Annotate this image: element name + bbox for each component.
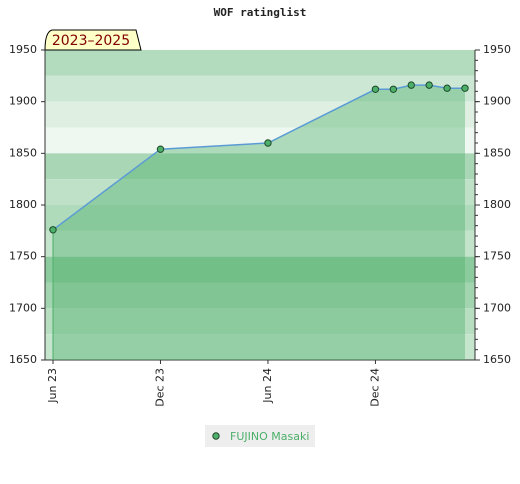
area [53,85,465,360]
stripe [45,282,475,309]
badge: 2023–2025 [52,33,130,49]
point [389,85,398,93]
stripe [45,179,475,205]
point [461,84,469,92]
point [156,145,165,153]
stripes [45,50,475,360]
stripe [45,230,475,257]
y2-tick-label: 1700 [483,301,511,314]
x-tick-label: Jun 23 [46,368,59,404]
badge-box [44,29,142,51]
y-tick-label: 1650 [9,353,37,366]
x-tick-label: Dec 23 [153,368,166,407]
stripe [45,153,475,180]
y2-tick-label: 1750 [483,250,511,263]
y-tick-label: 1850 [9,146,37,159]
stripe [45,334,475,360]
y-tick-label: 1750 [9,250,37,263]
stripe [45,256,475,283]
stripe [45,101,475,128]
chart-title: WOF ratinglist [214,6,307,19]
y-tick-label: 1950 [9,43,37,56]
point [443,84,451,92]
point [407,81,415,89]
y-tick-label: 1700 [9,301,37,314]
y2-tick-label: 1650 [483,353,511,366]
legend-marker [212,432,220,440]
point [49,226,57,234]
legend-label: FUJINO Masaki [230,430,309,443]
x-tick-label: Dec 24 [368,368,381,407]
point [264,139,272,147]
stripe [45,75,475,102]
point [425,81,433,89]
y2-tick-label: 1950 [483,43,511,56]
stripe [45,127,475,154]
y-tick-label: 1900 [9,95,37,108]
x-tick-label: Jun 24 [261,368,274,404]
y-tick-label: 1800 [9,198,37,211]
point [371,85,380,93]
y2-tick-label: 1800 [483,198,511,211]
legend-box [205,425,315,447]
stripe [45,308,475,335]
stripe [45,205,475,231]
y2-tick-label: 1850 [483,146,511,159]
y2-tick-label: 1900 [483,95,511,108]
stripe [45,50,475,76]
